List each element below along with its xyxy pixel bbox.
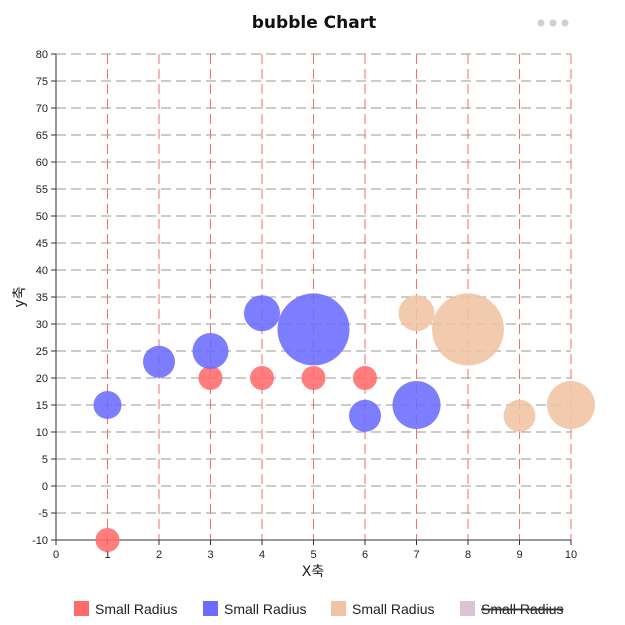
bubble-series-2[interactable]: [277, 293, 350, 366]
legend-item-1[interactable]: Small Radius: [74, 601, 177, 617]
x-tick-label: 3: [207, 549, 213, 561]
x-tick-label: 0: [53, 549, 59, 561]
y-tick-label: 80: [36, 49, 48, 61]
y-tick-label: 35: [36, 292, 48, 304]
bubble-series-1[interactable]: [95, 528, 120, 552]
bubble-series-2[interactable]: [192, 333, 229, 369]
bubble-series-2[interactable]: [143, 345, 175, 378]
chart-title: bubble Chart: [252, 13, 376, 33]
x-tick-label: 7: [413, 549, 419, 561]
legend-label: Small Radius: [224, 601, 306, 617]
legend: Small Radius Small Radius Small Radius Smal…: [74, 601, 564, 617]
y-tick-label: 15: [36, 400, 48, 412]
y-axis-title: y축: [12, 286, 28, 307]
y-tick-label: 10: [36, 427, 48, 439]
y-tick-label: 70: [36, 103, 48, 115]
bubble-series-3[interactable]: [398, 295, 435, 332]
y-tick-label: 5: [42, 454, 48, 466]
y-tick-label: 55: [36, 184, 48, 196]
bubble-series-2[interactable]: [93, 391, 122, 419]
legend-label: Small Radius: [352, 601, 434, 617]
bubble-series-2[interactable]: [349, 399, 381, 432]
bubble-series-1[interactable]: [250, 366, 274, 390]
legend-swatch: [460, 601, 475, 616]
y-tick-label: 25: [36, 346, 48, 358]
bubble-series-1[interactable]: [301, 366, 326, 390]
bubble-series-1[interactable]: [353, 366, 377, 390]
y-tick-label: 30: [36, 319, 48, 331]
bubble-series-2[interactable]: [392, 381, 441, 429]
more-dots-icon[interactable]: [537, 19, 569, 27]
legend-swatch: [74, 601, 89, 616]
bubble-layer: [93, 293, 595, 552]
bubble-series-3[interactable]: [547, 381, 595, 429]
legend-swatch: [203, 601, 218, 616]
legend-swatch: [331, 601, 346, 616]
bubble-series-3[interactable]: [503, 399, 536, 432]
bubble-series-3[interactable]: [432, 293, 504, 366]
bubble-series-1[interactable]: [198, 366, 223, 390]
legend-item-2[interactable]: Small Radius: [203, 601, 306, 617]
y-tick-label: 65: [36, 130, 48, 142]
x-tick-label: 4: [259, 549, 265, 561]
legend-item-3[interactable]: Small Radius: [331, 601, 434, 617]
y-tick-label: 75: [36, 76, 48, 88]
x-axis-title: X축: [302, 564, 325, 580]
x-tick-label: 9: [516, 549, 522, 561]
y-tick-label: -5: [38, 508, 48, 520]
bubble-series-2[interactable]: [244, 295, 280, 332]
y-tick-label: 20: [36, 373, 48, 385]
x-tick-label: 10: [565, 549, 577, 561]
x-tick-label: 8: [465, 549, 471, 561]
x-tick-label: 2: [156, 549, 162, 561]
x-tick-label: 6: [362, 549, 368, 561]
y-tick-label: 60: [36, 157, 48, 169]
legend-label: Small Radius: [95, 601, 177, 617]
y-tick-label: 45: [36, 238, 48, 250]
x-tick-label: 5: [310, 549, 316, 561]
y-tick-label: -10: [32, 535, 48, 547]
y-tick-label: 0: [42, 481, 48, 493]
y-tick-label: 40: [36, 265, 48, 277]
y-tick-label: 50: [36, 211, 48, 223]
x-tick-label: 1: [104, 549, 110, 561]
legend-item-4[interactable]: Small Radius: [460, 601, 564, 617]
